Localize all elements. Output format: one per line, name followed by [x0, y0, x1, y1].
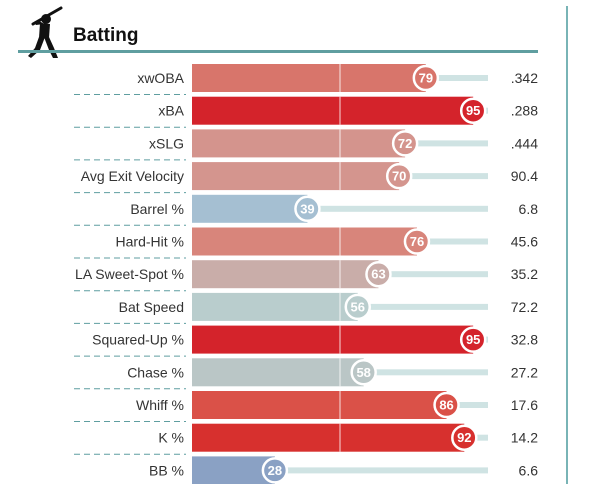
- percentile-bar: [192, 292, 358, 321]
- percentile-badge: [385, 162, 413, 190]
- metric-value: 14.2: [511, 430, 538, 446]
- percentile-badge-value: 56: [351, 299, 365, 314]
- metric-value: 72.2: [511, 299, 538, 315]
- percentile-bar: [192, 358, 364, 387]
- header-rule: [18, 50, 538, 53]
- metric-label: xSLG: [149, 135, 184, 151]
- metric-value: 90.4: [511, 168, 538, 184]
- percentile-badge-value: 70: [392, 169, 406, 184]
- percentile-bar: [192, 391, 447, 419]
- percentile-bar: [192, 423, 465, 452]
- metric-label: Avg Exit Velocity: [81, 168, 184, 184]
- metric-label: LA Sweet-Spot %: [75, 266, 184, 282]
- metric-value: 27.2: [511, 364, 538, 380]
- percentile-bar: [192, 194, 308, 223]
- metric-label: xwOBA: [137, 70, 184, 86]
- percentile-badge: [459, 97, 487, 124]
- metric-label: Chase %: [127, 364, 184, 380]
- percentile-badge-value: 92: [457, 430, 471, 445]
- metric-label: Hard-Hit %: [116, 234, 184, 250]
- percentile-badge: [391, 130, 419, 157]
- percentile-track: [192, 205, 488, 212]
- metric-value: 17.6: [511, 397, 538, 413]
- metric-value: .342: [511, 70, 538, 86]
- metric-value: .288: [511, 103, 538, 119]
- section-header: Batting: [0, 0, 560, 60]
- metric-value: 45.6: [511, 234, 538, 250]
- metric-value: 35.2: [511, 266, 538, 282]
- percentile-bar: [192, 129, 406, 158]
- percentile-bar: [192, 227, 417, 256]
- percentile-badge: [261, 457, 289, 484]
- percentile-badge-value: 39: [300, 201, 314, 216]
- percentile-badge-value: 86: [439, 398, 453, 413]
- metric-label: K %: [158, 430, 184, 446]
- metric-value: .444: [511, 135, 538, 151]
- percentile-badge-value: 58: [356, 365, 370, 380]
- percentile-badge-value: 63: [371, 267, 385, 282]
- percentile-bar: [192, 456, 275, 484]
- metric-label: Squared-Up %: [92, 332, 184, 348]
- percentile-badge: [412, 64, 440, 92]
- percentile-badge: [344, 293, 372, 321]
- percentile-badge: [433, 391, 460, 419]
- percentile-badge: [350, 359, 377, 386]
- percentile-badge-value: 72: [398, 136, 412, 151]
- metric-value: 6.8: [519, 201, 539, 217]
- percentile-bar: [192, 162, 400, 191]
- metric-label: xBA: [158, 103, 184, 119]
- percentile-badge-value: 95: [466, 103, 480, 118]
- metric-label: BB %: [149, 462, 184, 478]
- percentile-badge: [403, 228, 431, 255]
- metric-value: 6.6: [519, 462, 539, 478]
- percentile-badge-value: 76: [410, 234, 424, 249]
- percentile-bar: [192, 96, 474, 125]
- metric-label: Bat Speed: [119, 299, 184, 315]
- percentile-badge: [365, 260, 392, 288]
- section-title: Batting: [73, 25, 139, 46]
- percentile-track: [192, 467, 488, 474]
- metric-label: Barrel %: [130, 201, 184, 217]
- percentile-bar: [192, 64, 426, 92]
- percentile-badge: [451, 424, 478, 451]
- percentile-badge-value: 28: [268, 463, 282, 478]
- percentile-bar: [192, 325, 474, 354]
- percentile-badge: [459, 326, 487, 353]
- percentile-badge-value: 79: [419, 71, 433, 86]
- metric-label: Whiff %: [136, 397, 184, 413]
- metric-value: 32.8: [511, 332, 538, 348]
- percentile-bar: [192, 260, 379, 289]
- panel-divider: [566, 6, 568, 484]
- percentile-badge: [294, 195, 321, 223]
- percentile-badge-value: 95: [466, 332, 480, 347]
